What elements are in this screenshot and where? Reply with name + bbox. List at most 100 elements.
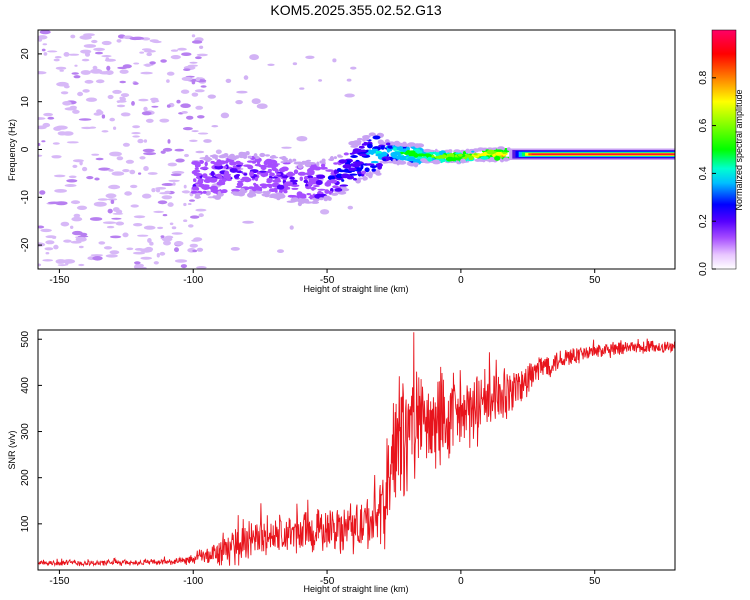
- noise-blob: [78, 245, 84, 249]
- signal-blob: [263, 193, 270, 196]
- noise-blob: [66, 141, 79, 144]
- signal-blob: [416, 153, 426, 157]
- signal-blob: [341, 188, 350, 192]
- signal-blob: [353, 141, 362, 147]
- noise-blob: [195, 208, 207, 212]
- signal-blob: [323, 198, 328, 202]
- noise-blob: [92, 255, 103, 261]
- noise-blob: [159, 118, 170, 123]
- noise-blob: [140, 248, 153, 253]
- noise-blob: [332, 58, 337, 63]
- noise-blob: [169, 222, 174, 226]
- spectrogram-x-label: Height of straight line (km): [303, 284, 408, 294]
- noise-blob: [90, 254, 104, 257]
- noise-blob: [133, 62, 140, 65]
- noise-blob: [143, 225, 156, 230]
- noise-blob: [134, 261, 141, 265]
- spectrogram-y-ticks: -20 -10 0 10 20: [20, 48, 42, 252]
- snr-marks: [38, 332, 675, 568]
- colorbar-gradient: [711, 29, 737, 270]
- noise-blob: [161, 195, 173, 200]
- signal-blob: [327, 175, 335, 181]
- snr-y-ticks: 100 200 300 400 500: [20, 330, 42, 532]
- colorbar-tick-label: 0.4: [698, 166, 709, 180]
- noise-blob: [105, 254, 118, 258]
- noise-blob: [191, 80, 196, 85]
- noise-blob: [131, 132, 141, 135]
- colorbar-tick-label: 0.0: [698, 262, 709, 276]
- noise-blob: [78, 118, 92, 121]
- noise-blob: [38, 71, 47, 75]
- signal-blob: [427, 156, 433, 162]
- signal-blob: [324, 189, 330, 194]
- signal-blob: [365, 163, 375, 166]
- noise-blob: [149, 241, 154, 246]
- noise-blob: [82, 166, 88, 172]
- noise-blob: [156, 253, 160, 258]
- signal-blob: [316, 161, 320, 167]
- signal-blob: [269, 172, 275, 177]
- signal-blob: [394, 141, 400, 145]
- noise-blob: [215, 149, 222, 155]
- signal-blob: [240, 152, 247, 156]
- signal-blob: [205, 176, 211, 179]
- noise-blob: [89, 126, 97, 129]
- noise-blob: [105, 70, 114, 75]
- signal-blob: [503, 157, 510, 162]
- noise-blob: [168, 179, 180, 182]
- signal-blob: [243, 164, 252, 167]
- signal-blob: [341, 173, 350, 179]
- noise-blob: [142, 193, 152, 199]
- noise-blob: [62, 259, 76, 264]
- signal-blob: [280, 166, 289, 172]
- noise-blob: [53, 58, 60, 62]
- noise-blob: [38, 142, 41, 147]
- noise-blob: [166, 71, 175, 76]
- signal-blob: [350, 145, 359, 148]
- noise-blob: [132, 251, 146, 255]
- noise-blob: [77, 235, 89, 238]
- signal-blob: [224, 170, 230, 176]
- signal-blob: [379, 160, 384, 164]
- noise-blob: [162, 214, 168, 217]
- noise-blob: [189, 139, 198, 142]
- noise-blob: [177, 47, 187, 51]
- signal-blob: [337, 191, 347, 195]
- signal-blob: [370, 165, 378, 169]
- noise-blob: [196, 266, 207, 269]
- noise-blob: [91, 39, 98, 44]
- noise-blob: [125, 159, 134, 164]
- noise-blob: [131, 36, 145, 40]
- signal-blob: [259, 183, 268, 187]
- noise-blob: [167, 162, 177, 167]
- noise-blob: [242, 220, 255, 224]
- noise-blob: [195, 77, 201, 82]
- signal-blob: [352, 150, 359, 154]
- signal-blob: [232, 165, 237, 169]
- noise-blob: [157, 226, 164, 230]
- noise-blob: [38, 35, 48, 40]
- noise-blob: [116, 104, 126, 108]
- noise-blob: [160, 59, 167, 63]
- noise-blob: [98, 241, 106, 245]
- noise-blob: [95, 51, 103, 55]
- x-tick-label: -150: [49, 576, 69, 587]
- noise-blob: [175, 158, 185, 163]
- signal-blob: [221, 189, 228, 194]
- signal-blob: [235, 164, 242, 167]
- noise-blob: [150, 97, 159, 101]
- signal-blob: [253, 182, 257, 186]
- signal-blob: [362, 175, 367, 181]
- signal-blob: [265, 154, 270, 157]
- signal-blob: [243, 173, 248, 176]
- spectrogram-marks: [38, 30, 675, 269]
- noise-blob: [57, 264, 67, 267]
- signal-blob: [435, 150, 440, 153]
- signal-blob: [220, 154, 229, 158]
- signal-blob: [305, 171, 315, 176]
- signal-blob: [457, 149, 461, 153]
- signal-blob: [216, 181, 224, 186]
- signal-blob: [317, 188, 326, 191]
- noise-blob: [63, 239, 72, 243]
- noise-blob: [153, 210, 165, 213]
